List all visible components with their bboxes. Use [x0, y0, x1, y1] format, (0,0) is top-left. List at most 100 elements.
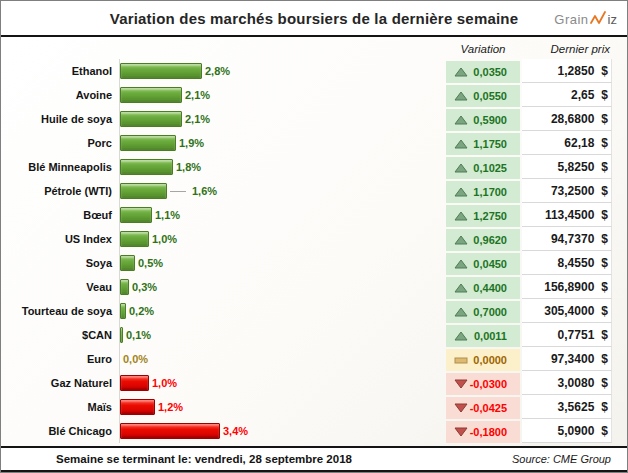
bar-track: 0,2%	[119, 299, 446, 323]
bar-value-label: 3,4%	[223, 425, 248, 437]
variation-value: 1,1750	[473, 138, 507, 150]
price-cell: 97,3400 $	[522, 347, 612, 371]
bar-value-label: 2,1%	[185, 89, 210, 101]
table-row: Pétrole (WTI) 1,6% 1,1700 73,2500 $	[1, 179, 627, 203]
category-label: Pétrole (WTI)	[1, 185, 119, 197]
category-label: Avoine	[1, 89, 119, 101]
bar	[120, 423, 220, 439]
leader-line	[170, 191, 186, 192]
price-value: 156,8900	[544, 280, 594, 294]
bar	[120, 399, 155, 415]
variation-value: 0,5900	[473, 114, 507, 126]
price-cell: 73,2500 $	[522, 179, 612, 203]
currency-symbol: $	[601, 160, 608, 174]
variation-value: 0,0450	[473, 258, 507, 270]
bar-track: 0,3%	[119, 275, 446, 299]
variation-cell: 0,0350	[446, 61, 520, 83]
bar-value-label: 1,2%	[158, 401, 183, 413]
footer-bar: Semaine se terminant le: vendredi, 28 se…	[1, 446, 627, 472]
down-triangle-icon	[454, 427, 468, 437]
bar-track: 1,1%	[119, 203, 446, 227]
currency-symbol: $	[601, 136, 608, 150]
variation-cell: -0,0425	[446, 397, 520, 419]
table-row: Porc 1,9% 1,1750 62,18 $	[1, 131, 627, 155]
price-value: 5,0900	[558, 424, 595, 438]
bar	[120, 231, 149, 247]
table-row: Huile de soya 2,1% 0,5900 28,6800 $	[1, 107, 627, 131]
bar-track: 0,5%	[119, 251, 446, 275]
category-label: US Index	[1, 233, 119, 245]
bar-track: 2,1%	[119, 83, 446, 107]
bar	[120, 135, 176, 151]
table-row: Soya 0,5% 0,0450 8,4550 $	[1, 251, 627, 275]
price-value: 1,2850	[558, 64, 595, 78]
currency-symbol: $	[601, 352, 608, 366]
price-cell: 28,6800 $	[522, 107, 612, 131]
down-triangle-icon	[454, 403, 468, 413]
grainwiz-logo: Grain iz	[554, 10, 617, 26]
rows-container: Ethanol 2,8% 0,0350 1,2850 $ Avoine 2,1%…	[1, 59, 627, 443]
price-value: 5,8250	[558, 160, 595, 174]
bar-value-label: 1,0%	[152, 377, 177, 389]
variation-value: 1,1700	[473, 186, 507, 198]
bar-track: 1,8%	[119, 155, 446, 179]
variation-cell: 1,2750	[446, 205, 520, 227]
up-triangle-icon	[454, 259, 468, 269]
currency-symbol: $	[601, 256, 608, 270]
bar-track: 0,0%	[119, 347, 446, 371]
currency-symbol: $	[601, 112, 608, 126]
logo-zigzag-icon	[590, 10, 607, 26]
price-value: 62,18	[564, 136, 594, 150]
currency-symbol: $	[601, 184, 608, 198]
table-row: Veau 0,3% 0,4400 156,8900 $	[1, 275, 627, 299]
table-row: Euro 0,0% 0,0000 97,3400 $	[1, 347, 627, 371]
footer-source: Source: CME Group	[512, 453, 627, 465]
category-label: Soya	[1, 257, 119, 269]
report-frame: Variation des marchés boursiers de la de…	[0, 0, 628, 473]
price-cell: 94,7370 $	[522, 227, 612, 251]
variation-value: 1,2750	[473, 210, 507, 222]
table-row: US Index 1,0% 0,9620 94,7370 $	[1, 227, 627, 251]
title-bar: Variation des marchés boursiers de la de…	[1, 1, 627, 37]
up-triangle-icon	[454, 211, 468, 221]
variation-value: -0,1800	[470, 426, 507, 438]
variation-value: 0,0550	[473, 90, 507, 102]
currency-symbol: $	[601, 400, 608, 414]
bar-track: 1,0%	[119, 227, 446, 251]
currency-symbol: $	[601, 424, 608, 438]
variation-cell: 0,5900	[446, 109, 520, 131]
bar-value-label: 1,9%	[179, 137, 204, 149]
bar	[120, 327, 123, 343]
currency-symbol: $	[601, 280, 608, 294]
bar	[120, 159, 173, 175]
variation-value: -0,0300	[470, 378, 507, 390]
logo-text-iz: iz	[608, 13, 617, 26]
price-value: 28,6800	[551, 112, 594, 126]
up-triangle-icon	[454, 307, 468, 317]
bar-value-label: 1,6%	[192, 185, 217, 197]
price-value: 113,4500	[545, 208, 594, 222]
chart-area: Variation Dernier prix Ethanol 2,8% 0,03…	[1, 37, 627, 472]
variation-value: 0,7000	[473, 306, 507, 318]
variation-value: 0,0350	[473, 66, 507, 78]
price-cell: 3,5625 $	[522, 395, 612, 419]
variation-cell: 0,4400	[446, 277, 520, 299]
price-cell: 5,8250 $	[522, 155, 612, 179]
price-cell: 1,2850 $	[522, 59, 612, 83]
table-row: $CAN 0,1% 0,0011 0,7751 $	[1, 323, 627, 347]
currency-symbol: $	[601, 88, 608, 102]
table-row: Avoine 2,1% 0,0550 2,65 $	[1, 83, 627, 107]
bar	[120, 303, 126, 319]
variation-cell: 1,1750	[446, 133, 520, 155]
price-value: 3,0080	[558, 376, 595, 390]
bar-value-label: 1,8%	[176, 161, 201, 173]
category-label: $CAN	[1, 329, 119, 341]
bar-value-label: 2,1%	[185, 113, 210, 125]
bar-track: 3,4%	[119, 419, 446, 443]
variation-cell: 0,0011	[446, 325, 520, 347]
currency-symbol: $	[601, 328, 608, 342]
variation-cell: 0,7000	[446, 301, 520, 323]
bar-value-label: 0,1%	[126, 329, 151, 341]
table-row: Maïs 1,2% -0,0425 3,5625 $	[1, 395, 627, 419]
category-label: Maïs	[1, 401, 119, 413]
